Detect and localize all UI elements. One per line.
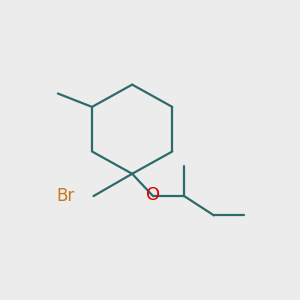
- Text: Br: Br: [56, 187, 74, 205]
- Text: O: O: [146, 186, 160, 204]
